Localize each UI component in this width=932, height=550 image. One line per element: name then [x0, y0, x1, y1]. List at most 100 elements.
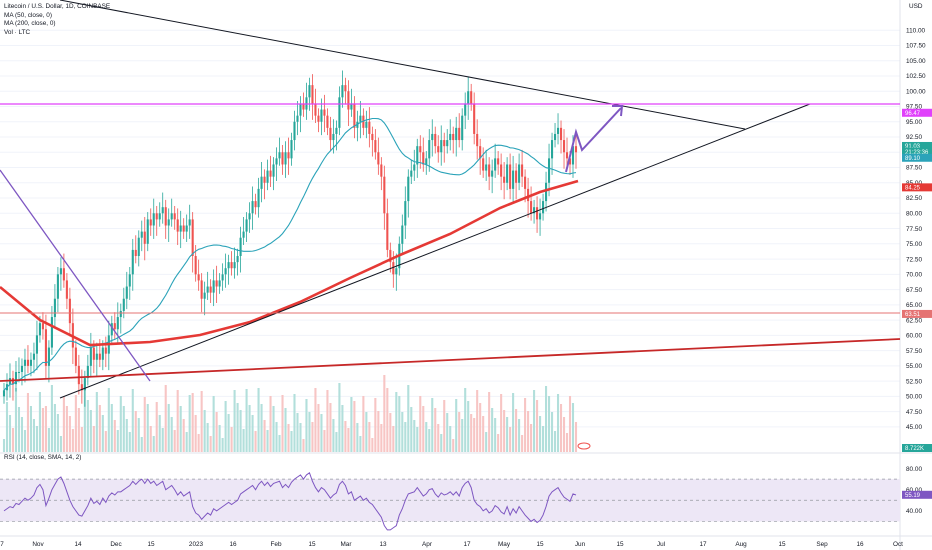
- candle-body: [559, 127, 563, 141]
- symbol-title[interactable]: Litecoin / U.S. Dollar, 1D, COINBASE: [4, 3, 111, 10]
- candle-body: [56, 274, 59, 299]
- candle-body: [419, 146, 422, 153]
- price-badge: [902, 309, 932, 318]
- candle-body: [161, 207, 164, 214]
- rsi-line: [3, 472, 577, 531]
- volume-bar: [164, 385, 167, 452]
- candle-body: [524, 176, 527, 189]
- volume-legend[interactable]: Vol · LTC: [4, 28, 31, 36]
- price-badge-label: 89.10: [905, 156, 921, 162]
- candle-body: [431, 133, 434, 141]
- x-tick-label: 15: [536, 541, 544, 548]
- candle-body: [32, 353, 35, 360]
- volume-bar: [86, 400, 89, 452]
- volume-bar: [506, 417, 509, 452]
- candle-body: [224, 268, 227, 275]
- volume-bar: [128, 432, 131, 452]
- event-marker: [577, 442, 591, 450]
- volume-bar: [161, 428, 164, 452]
- candle-body: [437, 146, 440, 153]
- candle-body: [200, 280, 203, 299]
- volume-bar: [428, 429, 431, 452]
- volume-bar: [296, 413, 299, 452]
- candle-body: [335, 127, 338, 134]
- volume-bar: [137, 418, 140, 452]
- volume-bar: [311, 422, 314, 452]
- volume-bar: [362, 396, 365, 452]
- rsi-badge: [902, 490, 932, 499]
- candle-body: [562, 140, 566, 153]
- volume-bar: [149, 426, 152, 452]
- candle-body: [68, 298, 71, 324]
- volume-bar: [356, 423, 359, 452]
- volume-bars: [2, 375, 578, 452]
- price-badge-label: 21:23:36: [905, 150, 929, 156]
- rsi-pane: [0, 472, 900, 531]
- volume-bar: [41, 408, 44, 452]
- candle-body: [74, 347, 77, 366]
- y-tick-label: 72.50: [906, 256, 922, 263]
- volume-bar: [134, 411, 137, 452]
- volume-bar: [467, 401, 470, 452]
- rsi-legend[interactable]: RSI (14, close, SMA, 14, 2): [4, 454, 82, 461]
- candle-body: [125, 286, 128, 299]
- volume-bar: [245, 389, 248, 452]
- candle-body: [227, 262, 230, 269]
- candle-body: [341, 85, 344, 98]
- candle-body: [251, 201, 254, 214]
- ma50-legend[interactable]: MA (50, close, 0): [4, 11, 52, 19]
- volume-bar: [26, 393, 30, 452]
- candle-body: [482, 158, 485, 171]
- volume-bar: [263, 420, 266, 452]
- candle-body: [395, 268, 398, 275]
- volume-bar: [116, 430, 119, 452]
- price-badge-label: 84.25: [905, 186, 921, 192]
- currency-label: USD: [909, 3, 923, 10]
- candle-body: [215, 280, 218, 287]
- candle-body: [278, 152, 281, 159]
- volume-bar: [542, 426, 545, 452]
- projection-path: [565, 107, 622, 173]
- y-tick-label: 80.00: [906, 210, 922, 217]
- volume-bar: [431, 398, 434, 452]
- price-badge: [902, 147, 932, 156]
- candle-body: [443, 140, 446, 147]
- volume-bar: [550, 412, 554, 452]
- candle-body: [47, 347, 50, 366]
- candle-body: [479, 146, 482, 159]
- x-tick-label: Nov: [32, 541, 44, 548]
- candle-body: [314, 103, 317, 116]
- candle-body: [389, 249, 392, 263]
- price-badge: [902, 183, 932, 192]
- candle-body: [326, 115, 329, 128]
- volume-bar: [365, 412, 368, 452]
- rsi-tick-label: 40.00: [906, 508, 922, 515]
- candle-body: [464, 103, 467, 116]
- volume-bar: [113, 420, 116, 452]
- volume-bar: [74, 395, 77, 452]
- candle-body: [503, 176, 506, 183]
- candle-body: [197, 274, 200, 281]
- candle-body: [50, 317, 53, 348]
- candle-body: [137, 237, 140, 257]
- volume-bar: [29, 406, 33, 452]
- candle-body: [17, 371, 21, 373]
- volume-bar: [473, 418, 476, 452]
- volume-bar: [389, 413, 392, 452]
- volume-bar: [272, 406, 275, 452]
- volume-bar: [446, 413, 449, 452]
- candle-body: [512, 170, 515, 189]
- price-axis[interactable]: 110.00 107.50 105.00 102.50 100.00 97.50 95.00…: [902, 27, 932, 515]
- candle-body: [185, 225, 188, 232]
- y-tick-label: 55.00: [906, 363, 922, 370]
- candle-body: [500, 164, 503, 177]
- ma200-legend[interactable]: MA (200, close, 0): [4, 20, 56, 28]
- volume-bar: [98, 405, 101, 452]
- time-axis[interactable]: 7 Nov 14 Dec 15 2023 16 Feb 15 Mar 13 Apr 17 May 15 Jun…: [0, 541, 903, 548]
- volume-bar: [53, 404, 56, 452]
- candle-body: [533, 207, 536, 214]
- candle-body: [488, 164, 491, 177]
- volume-bar: [344, 421, 347, 452]
- candle-body: [428, 140, 431, 159]
